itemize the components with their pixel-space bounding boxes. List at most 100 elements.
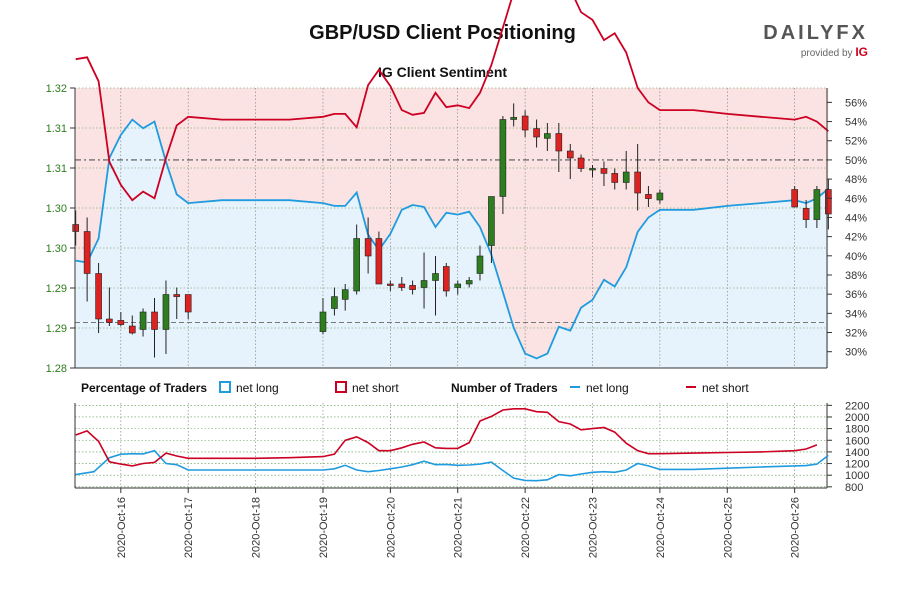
number-tick-label: 2200	[845, 400, 869, 412]
x-axis: 2020-Oct-16 2020-Oct-17 2020-Oct-18 2020-Oc…	[116, 488, 802, 558]
candle-body-down	[364, 238, 372, 257]
candle-body-up	[353, 238, 360, 292]
candle-body-down	[398, 283, 406, 288]
candle-body-up	[465, 280, 473, 285]
candle-body-up	[510, 117, 517, 120]
logo-text: DAILYFX	[763, 22, 868, 44]
pct-tick-label: 46%	[845, 193, 867, 205]
candle-body-down	[375, 238, 383, 285]
candle	[476, 245, 484, 281]
legend-num-title: Number of Traders	[451, 381, 558, 395]
candle	[533, 119, 540, 148]
candle	[825, 179, 832, 230]
candle	[802, 200, 810, 228]
candle-body-up	[476, 255, 484, 274]
candle	[151, 298, 158, 358]
candle	[589, 165, 596, 178]
candle	[432, 256, 439, 316]
candle	[162, 280, 170, 354]
candle	[521, 110, 529, 137]
candle-body-down	[95, 273, 102, 320]
candle	[83, 217, 91, 302]
candle	[442, 263, 450, 297]
x-tick-label: 2020-Oct-22	[520, 497, 532, 558]
candle	[387, 280, 394, 291]
x-tick-label: 2020-Oct-25	[722, 497, 734, 558]
candle-body-down	[825, 189, 832, 215]
candle	[95, 263, 102, 333]
candle-body-up	[813, 189, 821, 220]
pct-tick-label: 44%	[845, 212, 867, 224]
candle-body-down	[634, 171, 641, 194]
candle	[488, 196, 495, 263]
candle-body-up	[544, 133, 551, 139]
price-tick-label: 1.31	[46, 123, 67, 135]
price-tick-label: 1.30	[46, 243, 67, 255]
pct-tick-label: 34%	[845, 308, 867, 320]
candle	[555, 123, 563, 172]
number-tick-label: 1600	[845, 435, 869, 447]
net-short-pct-line	[75, 0, 829, 202]
candle	[656, 189, 664, 204]
number-tick-label: 800	[845, 482, 863, 494]
price-tick-label: 1.29	[46, 283, 67, 295]
candle-body-down	[442, 266, 450, 292]
candle-body-up	[656, 192, 664, 201]
candle-body-down	[151, 311, 158, 330]
candle-body-down	[555, 133, 563, 152]
candle-body-up	[331, 296, 338, 309]
candle-body-down	[106, 318, 113, 323]
candle	[128, 315, 136, 335]
candle-body-down	[611, 173, 619, 183]
candle-body-down	[173, 294, 181, 297]
candle-body-up	[499, 119, 507, 197]
chart-subtitle: IG Client Sentiment	[377, 64, 508, 80]
number-tick-label: 1400	[845, 447, 869, 459]
dailyfx-logo: DAILYFX provided by IG	[758, 22, 868, 59]
candle-body-down	[802, 208, 810, 220]
legend-pct-long-swatch	[219, 381, 231, 393]
candle	[577, 154, 585, 172]
candle	[600, 161, 608, 186]
candle-body-up	[162, 294, 170, 330]
candle-body-down	[387, 283, 394, 286]
candle-body-down	[600, 168, 608, 174]
candle	[544, 123, 551, 151]
candle	[375, 231, 383, 285]
candle	[184, 294, 192, 319]
candle	[72, 210, 79, 246]
number-tick-label: 1200	[845, 459, 869, 471]
candle-body-up	[420, 280, 428, 288]
candle	[398, 277, 406, 291]
legend-pct-long-label: net long	[236, 381, 279, 395]
logo-subtext: provided by IG	[758, 45, 868, 59]
pct-tick-label: 32%	[845, 328, 867, 340]
candle	[173, 287, 181, 319]
pct-tick-label: 30%	[845, 347, 867, 359]
x-tick-label: 2020-Oct-23	[588, 497, 600, 558]
candle	[510, 103, 517, 127]
net-long-area	[75, 119, 829, 368]
x-tick-label: 2020-Oct-16	[116, 497, 128, 558]
candle-body-down	[533, 128, 540, 138]
candle	[364, 217, 372, 274]
candle	[499, 116, 507, 214]
x-tick-label: 2020-Oct-19	[318, 497, 330, 558]
candle	[341, 284, 349, 311]
candle-body-down	[521, 115, 529, 131]
legend-pct-short-label: net short	[352, 381, 399, 395]
pct-tick-label: 54%	[845, 117, 867, 129]
candle	[791, 186, 798, 208]
candle-body-down	[72, 224, 79, 232]
legend-pct-title: Percentage of Traders	[81, 381, 207, 395]
price-tick-label: 1.32	[46, 83, 67, 95]
axes-layer: 1.28 1.29 1.29 1.30 1.30 1.31 1.31 1.32 30% 32% 34…	[46, 83, 868, 375]
candle	[465, 277, 473, 288]
pct-tick-label: 40%	[845, 251, 867, 263]
legend-num-long-label: net long	[586, 381, 629, 395]
candle-body-up	[454, 283, 462, 288]
candles-layer	[72, 103, 832, 358]
net-short-count-line	[75, 408, 818, 467]
ig-logo: IG	[855, 45, 868, 59]
